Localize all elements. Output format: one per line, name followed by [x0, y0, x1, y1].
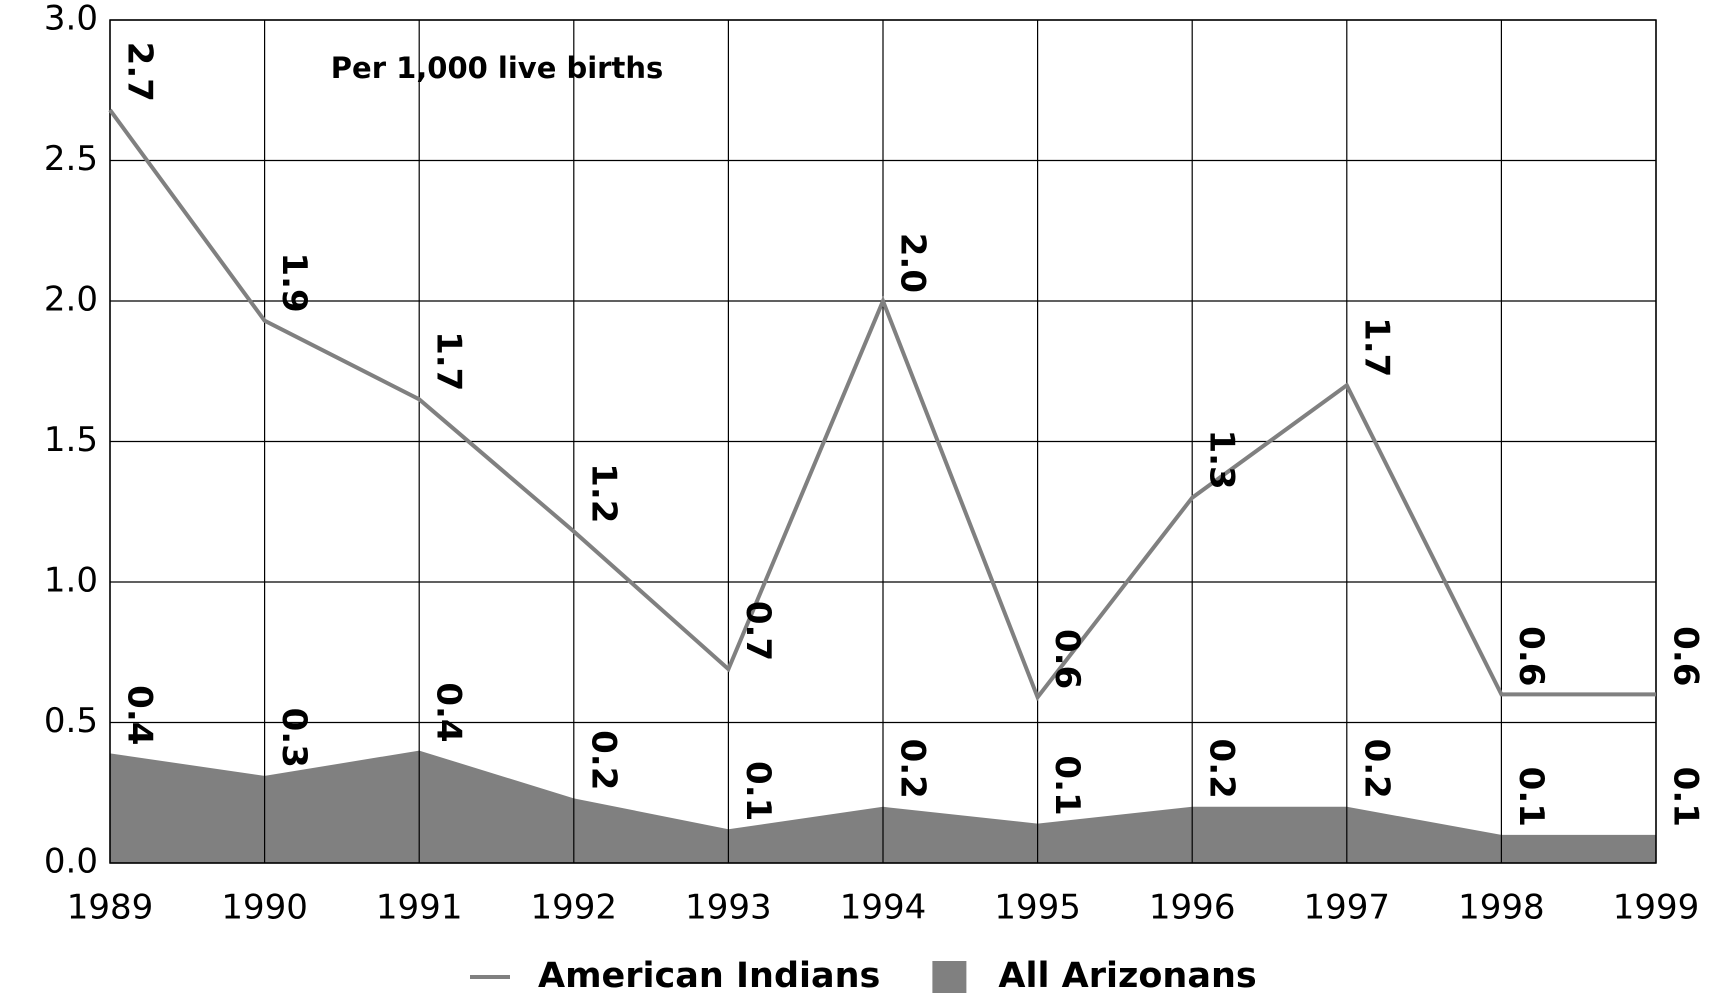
legend-label: All Arizonans [998, 956, 1256, 993]
y-tick-label: 2.0 [44, 280, 98, 320]
x-tick-label: 1995 [994, 888, 1081, 928]
x-tick-label: 1997 [1304, 888, 1391, 928]
x-tick-label: 1999 [1613, 888, 1700, 928]
data-label: 0.6 [1666, 626, 1706, 686]
data-label: 0.2 [1356, 739, 1396, 799]
x-tick-label: 1989 [67, 888, 154, 928]
data-label: 0.1 [1511, 767, 1551, 827]
y-tick-label: 2.5 [44, 139, 98, 179]
x-tick-label: 1996 [1149, 888, 1236, 928]
x-tick-label: 1994 [840, 888, 927, 928]
legend-swatch [932, 961, 967, 993]
data-label: 0.4 [429, 682, 469, 742]
data-label: 0.6 [1511, 626, 1551, 686]
data-label: 0.4 [120, 685, 160, 745]
data-label: 1.7 [429, 331, 469, 391]
data-label: 2.7 [120, 42, 160, 102]
x-tick-label: 1993 [685, 888, 772, 928]
data-label: 1.3 [1202, 429, 1242, 489]
data-label: 0.1 [1047, 755, 1087, 815]
y-tick-label: 0.5 [44, 701, 98, 741]
data-label: 0.2 [1202, 739, 1242, 799]
x-tick-label: 1991 [376, 888, 463, 928]
data-label: 0.1 [1666, 767, 1706, 827]
data-label: 1.9 [274, 252, 314, 312]
x-tick-label: 1998 [1458, 888, 1545, 928]
y-tick-label: 3.0 [44, 0, 98, 39]
x-tick-label: 1990 [221, 888, 308, 928]
y-tick-label: 1.0 [44, 561, 98, 601]
y-tick-label: 0.0 [44, 842, 98, 882]
data-label: 0.2 [583, 730, 623, 790]
data-label: 0.7 [738, 601, 778, 661]
data-label: 2.0 [893, 233, 933, 293]
y-tick-label: 1.5 [44, 420, 98, 460]
line [108, 108, 1656, 702]
data-label: 1.2 [583, 463, 623, 523]
data-label: 0.1 [738, 761, 778, 821]
legend-label: American Indians [538, 956, 880, 993]
data-label: 0.2 [893, 739, 933, 799]
data-label: 1.7 [1356, 317, 1396, 377]
data-label: 0.3 [274, 708, 314, 768]
annotation: Per 1,000 live births [331, 51, 663, 85]
x-tick-label: 1992 [531, 888, 618, 928]
data-label: 0.6 [1047, 629, 1087, 689]
plot-frame [109, 19, 1657, 864]
